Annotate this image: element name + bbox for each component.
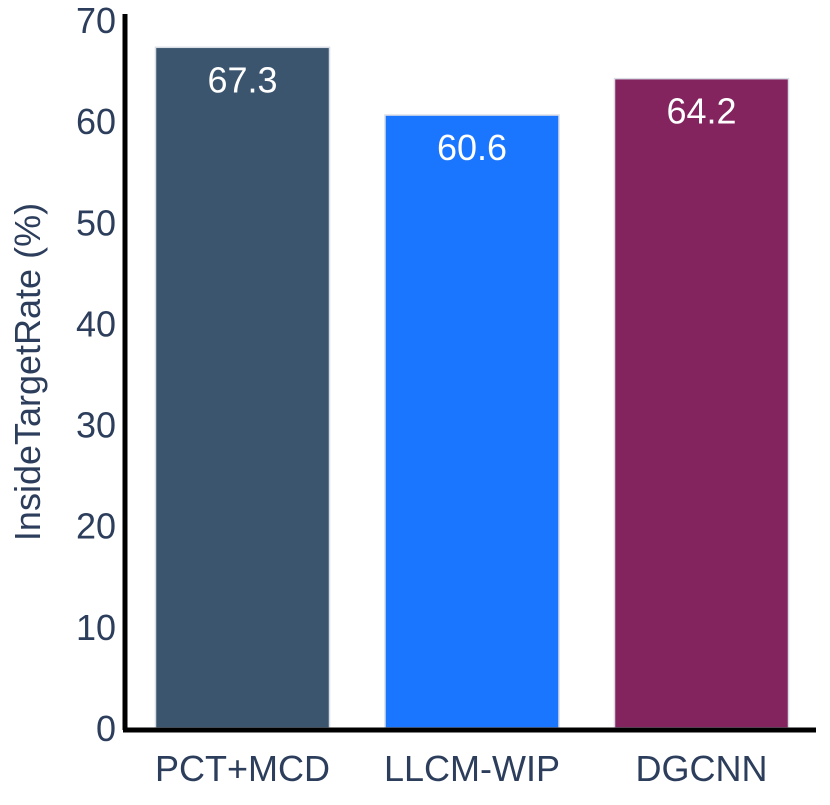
value-label: 67.3 (207, 59, 277, 100)
bar-dgcnn (613, 77, 790, 729)
y-ticks-group: 0 10 20 30 40 50 60 70 (76, 0, 116, 749)
value-labels-group: 67.3 60.6 64.2 (207, 59, 736, 168)
x-tick-label: DGCNN (636, 748, 768, 789)
y-tick-label: 70 (76, 0, 116, 41)
y-tick-label: 30 (76, 405, 116, 446)
bar-llcm-wip (384, 114, 560, 729)
bars-group (154, 46, 790, 729)
x-tick-label: PCT+MCD (155, 748, 330, 789)
value-label: 60.6 (437, 127, 507, 168)
y-tick-label: 0 (96, 708, 116, 749)
y-tick-label: 40 (76, 303, 116, 344)
y-axis-title: InsideTargetRate (%) (7, 203, 48, 541)
x-labels-group: PCT+MCD LLCM-WIP DGCNN (155, 748, 768, 789)
bar-pct-mcd (154, 46, 331, 729)
y-tick-label: 60 (76, 101, 116, 142)
y-tick-label: 20 (76, 506, 116, 547)
y-tick-label: 10 (76, 607, 116, 648)
x-tick-label: LLCM-WIP (384, 748, 560, 789)
y-tick-label: 50 (76, 202, 116, 243)
value-label: 64.2 (666, 91, 736, 132)
